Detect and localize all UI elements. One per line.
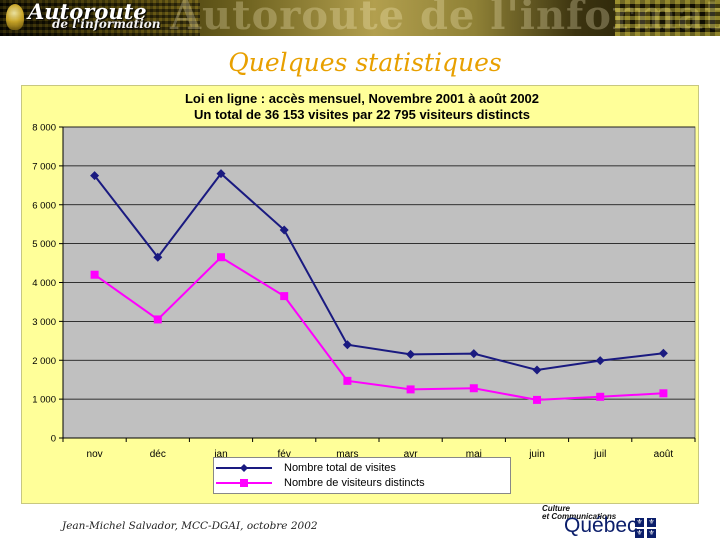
x-tick-label: août	[654, 449, 674, 460]
y-tick-label: 6 000	[32, 200, 56, 211]
y-tick-label: 4 000	[32, 278, 56, 289]
data-point-total-visits	[279, 225, 289, 235]
legend-swatch-total	[216, 464, 272, 472]
logo-wordmark: Québec	[564, 514, 638, 537]
data-point-distinct-visitors	[217, 253, 225, 262]
banner-title: Autoroute	[28, 0, 147, 24]
data-point-total-visits	[153, 252, 163, 262]
data-point-total-visits	[532, 365, 542, 375]
y-tick-label: 8 000	[32, 123, 56, 134]
legend-item-total: Nombre total de visites	[214, 461, 510, 475]
banner-subtitle: de l'information	[52, 17, 161, 31]
line-chart: 0 1 000 2 000 3 000 4 000 5 000 6 000 7 000 8 00…	[32, 123, 696, 460]
data-point-distinct-visitors	[280, 292, 289, 301]
fleur-de-lis-icon: ⚜	[647, 529, 656, 538]
quebec-government-logo: Culture et Communications Québec ⚜ ⚜ ⚜ ⚜	[538, 500, 708, 540]
logo-line-communications: et Communications	[542, 512, 617, 521]
y-tick-label: 7 000	[32, 161, 56, 172]
y-tick-label: 1 000	[32, 395, 56, 406]
slide-title: Quelques statistiques	[228, 48, 502, 77]
chart-title: Loi en ligne : accès mensuel, Novembre 2…	[184, 91, 540, 106]
data-point-distinct-visitors	[469, 384, 478, 393]
data-point-total-visits	[595, 356, 605, 366]
data-point-total-visits	[658, 348, 668, 358]
y-tick-label: 5 000	[32, 239, 56, 250]
banner-pixel-decoration	[615, 0, 720, 36]
x-tick-label: jan	[213, 449, 227, 460]
x-tick-label: juin	[528, 449, 545, 460]
logo-line-culture: Culture	[542, 504, 570, 513]
fleur-de-lis-icon: ⚜	[635, 518, 644, 527]
series-line-distinct-visitors	[94, 255, 664, 401]
legend-label-total: Nombre total de visites	[284, 462, 396, 474]
data-point-total-visits	[90, 171, 100, 181]
chart-subtitle: Un total de 36 153 visites par 22 795 vi…	[194, 107, 530, 122]
data-point-distinct-visitors	[153, 315, 162, 324]
chart-legend: Nombre total de visites Nombre de visite…	[213, 457, 511, 494]
data-point-distinct-visitors	[406, 385, 415, 394]
footer-author: Jean-Michel Salvador, MCC-DGAI, octobre …	[62, 520, 318, 532]
data-point-total-visits	[216, 169, 226, 179]
data-point-distinct-visitors	[596, 392, 605, 401]
y-tick-label: 2 000	[32, 356, 56, 367]
chart-container: Loi en ligne : accès mensuel, Novembre 2…	[21, 85, 699, 504]
series-line-total-visits	[93, 172, 664, 371]
y-tick-label: 0	[51, 434, 56, 445]
x-tick-label: mars	[336, 449, 358, 460]
data-point-distinct-visitors	[343, 376, 352, 385]
y-tick-label: 3 000	[32, 317, 56, 328]
x-tick-label: déc	[150, 449, 166, 460]
fleur-de-lis-icon: ⚜	[635, 529, 644, 538]
header-banner: Autoroute de l'information Autoroute de …	[0, 0, 720, 36]
legend-swatch-distinct	[216, 479, 272, 487]
banner-background-text: Autoroute de l'information	[170, 0, 720, 36]
x-tick-label: nov	[87, 449, 103, 460]
data-point-total-visits	[342, 340, 352, 350]
data-point-distinct-visitors	[90, 270, 99, 279]
x-tick-label: juil	[593, 449, 606, 460]
x-tick-label: fév	[278, 449, 291, 460]
globe-logo-icon	[6, 4, 24, 30]
x-tick-label: mai	[466, 449, 482, 460]
legend-label-distinct: Nombre de visiteurs distincts	[284, 477, 425, 489]
data-point-total-visits	[406, 349, 416, 359]
legend-item-distinct: Nombre de visiteurs distincts	[214, 476, 510, 490]
data-point-distinct-visitors	[533, 395, 541, 404]
data-point-distinct-visitors	[659, 389, 668, 398]
x-tick-label: avr	[404, 449, 419, 460]
fleur-de-lis-icon: ⚜	[647, 518, 656, 527]
data-point-total-visits	[469, 349, 479, 359]
